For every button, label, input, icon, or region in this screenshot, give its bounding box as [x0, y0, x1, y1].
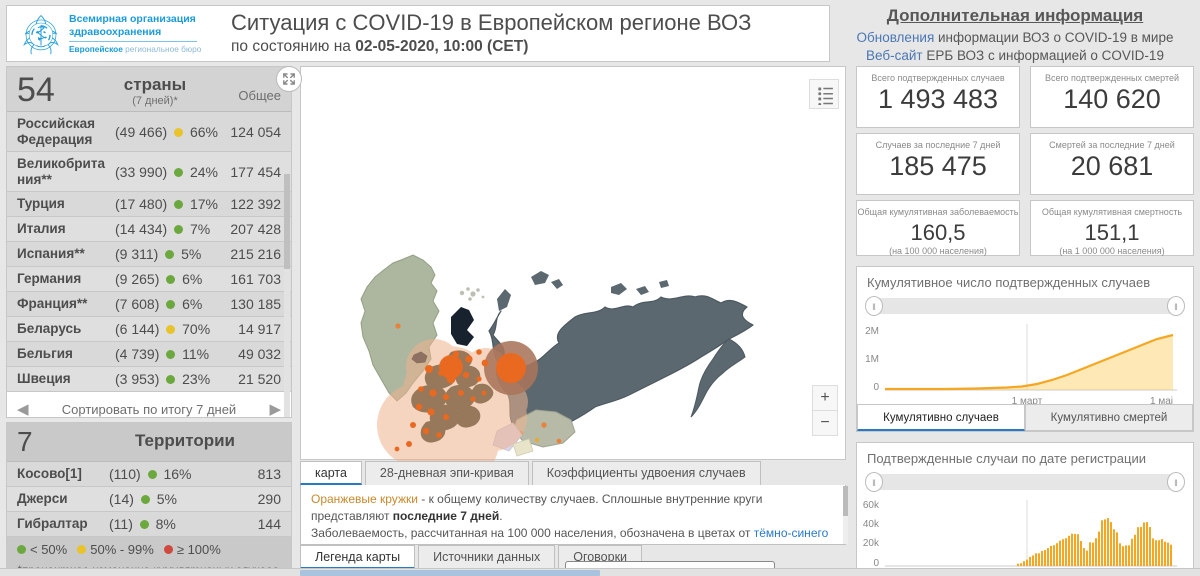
svg-text:1M: 1M [865, 354, 879, 365]
svg-text:40k: 40k [863, 519, 880, 530]
svg-text:2M: 2M [865, 326, 879, 337]
svg-text:20k: 20k [863, 538, 880, 549]
svg-text:0: 0 [873, 382, 879, 393]
svg-text:60k: 60k [863, 500, 880, 511]
